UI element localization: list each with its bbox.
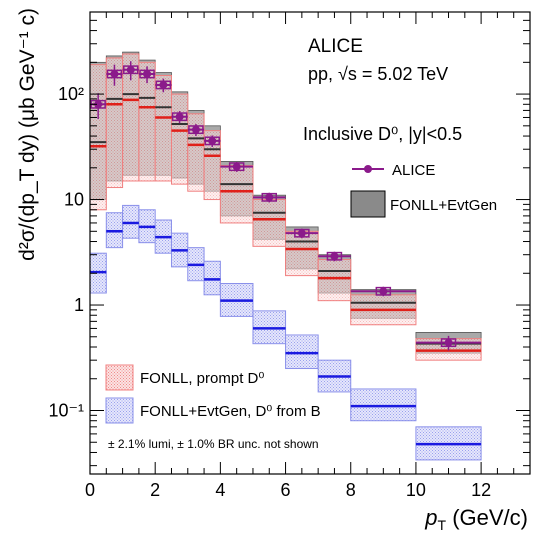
legend-alice-label: ALICE: [392, 162, 435, 179]
alice-point-3: [143, 69, 152, 78]
alice-point-11: [330, 252, 339, 261]
y-tick-label: 10: [64, 190, 84, 210]
y-axis-label: d²σ/(dp_T dy) (μb GeV⁻¹ c): [16, 8, 39, 261]
bands-layer: [89, 51, 482, 461]
prompt-band-5: [170, 93, 189, 185]
alice-point-5: [175, 112, 184, 121]
prompt-band-9: [252, 199, 287, 247]
legend-fonll-evtgen-swatch: [350, 190, 386, 218]
alice-point-4: [159, 80, 168, 89]
x-axis-label: pT (GeV/c): [424, 505, 528, 533]
axes-layer: 0 2 4 6 8 10 12 10⁻¹ 1 10 10²: [48, 11, 531, 500]
feeddown-band-12: [350, 388, 417, 422]
legend-prompt-label: FONLL, prompt D⁰: [140, 370, 264, 387]
legend-fonll-evtgen-label: FONLL+EvtGen: [390, 197, 497, 214]
y-tick-label: 1: [74, 295, 84, 315]
alice-point-10: [297, 229, 306, 238]
alice-point-2: [126, 65, 135, 74]
alice-point-8: [232, 162, 241, 171]
legend-bottom: FONLL, prompt D⁰ FONLL+EvtGen, D⁰ from B: [105, 364, 321, 424]
prompt-band-0: [89, 64, 107, 211]
legend-prompt-swatch: [105, 364, 134, 391]
alice-point-9: [265, 193, 274, 202]
legend-feeddown-swatch: [105, 397, 134, 424]
x-tick-label: 10: [406, 480, 426, 500]
footnote-label: ± 2.1% lumi, ± 1.0% BR unc. not shown: [108, 437, 319, 451]
alice-point-6: [191, 125, 200, 134]
feeddown-band-10: [285, 334, 319, 370]
prompt-band-8: [219, 165, 254, 224]
prompt-band-11: [317, 259, 352, 302]
x-tick-label: 8: [346, 480, 356, 500]
alice-point-1: [110, 69, 119, 78]
x-tick-label: 2: [150, 480, 160, 500]
alice-point-12: [379, 287, 388, 296]
y-tick-label: 10²: [58, 84, 84, 104]
x-tick-label: 0: [85, 480, 95, 500]
y-tick-label: 10⁻¹: [48, 400, 84, 420]
legend-alice-marker: [364, 165, 372, 173]
x-tick-label: 12: [471, 480, 491, 500]
alice-point-7: [208, 136, 217, 145]
selection-label: Inclusive D⁰, |y|<0.5: [303, 124, 462, 144]
legend-feeddown-label: FONLL+EvtGen, D⁰ from B: [140, 403, 321, 420]
x-tick-label: 4: [215, 480, 225, 500]
plot-frame: [89, 11, 531, 475]
experiment-label: ALICE: [308, 36, 363, 57]
marks-layer: [90, 61, 482, 446]
system-label: pp, √s = 5.02 TeV: [308, 64, 448, 84]
alice-point-0: [94, 100, 103, 109]
x-tick-label: 6: [281, 480, 291, 500]
feeddown-band-7: [203, 260, 221, 296]
alice-point-13: [444, 338, 453, 347]
legend-top: ALICE FONLL+EvtGen: [350, 162, 497, 218]
